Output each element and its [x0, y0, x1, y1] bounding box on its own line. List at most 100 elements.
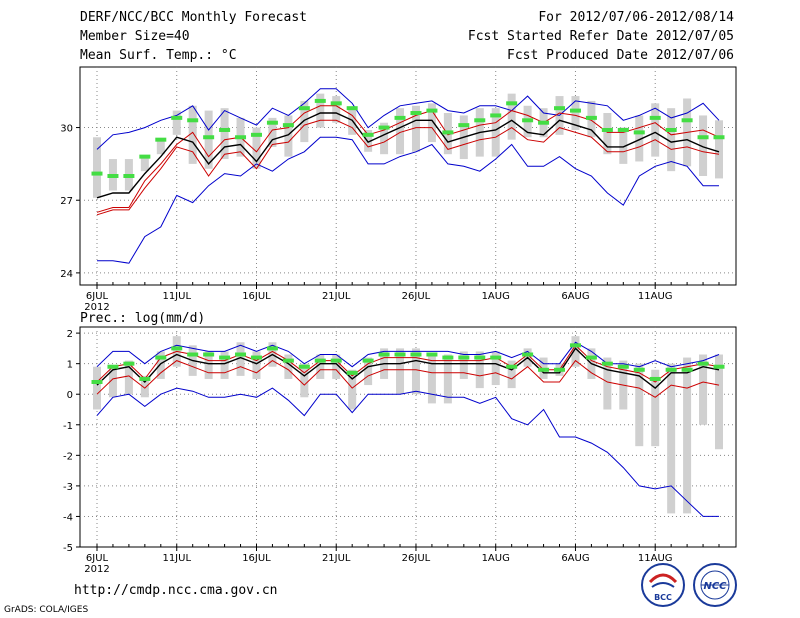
prec-median-marker: [458, 355, 470, 360]
temp-median-marker: [139, 154, 151, 159]
temp-frame: [79, 66, 737, 286]
temp-min-line: [97, 136, 719, 264]
temp-spread-box: [427, 103, 436, 143]
temp-spread-box: [332, 96, 341, 123]
temp-spread-box: [491, 108, 500, 157]
forecast-period-label: For 2012/07/06-2012/08/14: [538, 10, 734, 25]
prec-spread-box: [396, 348, 405, 395]
temp-median-marker: [649, 115, 661, 120]
prec-xtick-label: 11AUG: [638, 553, 673, 564]
prec-median-marker: [187, 352, 199, 357]
prec-mean-line: [96, 347, 720, 390]
temp-median-marker: [203, 135, 215, 140]
prec-p25-line: [96, 359, 720, 398]
prec-ytick-label: -5: [63, 543, 73, 554]
temp-spread-box: [220, 108, 229, 160]
temp-median-marker: [219, 127, 231, 132]
temp-spread-box: [380, 122, 389, 155]
temp-median-marker: [713, 135, 725, 140]
temp-spread-box: [93, 137, 101, 198]
prec-spread-box: [156, 351, 165, 379]
ncc-logo: NCC: [693, 563, 737, 607]
prec-ytick-label: 0: [67, 390, 73, 401]
prec-spread-box: [108, 366, 117, 398]
temp-median-marker: [91, 171, 103, 176]
temp-xtick-label: 1AUG: [482, 291, 510, 302]
prec-spread-box: [715, 354, 723, 450]
prec-spread-box: [284, 354, 293, 379]
temp-spread-box: [348, 108, 357, 135]
prec-median-marker: [426, 352, 438, 357]
temp-xtick-label: 16JUL: [242, 291, 271, 302]
temp-median-marker: [282, 123, 294, 128]
prec-xtick-label: 6JUL: [86, 553, 109, 564]
temp-median-marker: [107, 174, 119, 178]
temp-year-label: 2012: [84, 302, 109, 313]
prec-median-marker: [219, 355, 231, 360]
temp-ytick-label: 24: [60, 269, 73, 280]
prec-median-marker: [330, 358, 342, 363]
temp-xtick-label: 11JUL: [162, 291, 191, 302]
forecast-produced-label: Fcst Produced Date 2012/07/06: [507, 48, 734, 63]
prec-median-marker: [633, 367, 645, 372]
prec-median-marker: [235, 352, 247, 357]
prec-spread-box: [332, 354, 341, 379]
temp-median-marker: [490, 113, 502, 118]
temp-spread-box: [284, 115, 293, 157]
prec-median-marker: [585, 355, 597, 360]
temp-median-marker: [171, 115, 183, 120]
prec-ytick-label: -1: [63, 421, 73, 432]
temp-spread-box: [411, 105, 420, 152]
prec-ytick-label: 2: [67, 329, 73, 340]
bcc-logo-wave: [651, 582, 675, 588]
temp-max-line: [96, 88, 720, 150]
temp-median-marker: [458, 123, 470, 128]
prec-xtick-label: 21JUL: [322, 553, 351, 564]
temp-spread-box: [651, 103, 660, 157]
prec-spread-box: [204, 351, 213, 379]
temp-xtick-label: 26JUL: [402, 291, 431, 302]
temp-median-marker: [314, 98, 326, 103]
prec-spread-box: [236, 342, 245, 376]
prec-median-marker: [490, 355, 502, 360]
prec-spread-box: [348, 369, 357, 410]
prec-spread-box: [603, 357, 612, 410]
prec-xtick-label: 6AUG: [561, 553, 589, 564]
temp-median-marker: [362, 132, 374, 137]
prec-median-marker: [346, 370, 358, 375]
temp-median-marker: [617, 127, 629, 132]
prec-spread-box: [220, 351, 229, 379]
prec-median-marker: [442, 355, 454, 360]
temp-median-marker: [538, 120, 550, 125]
chart-title: DERF/NCC/BCC Monthly Forecast: [80, 10, 307, 25]
temp-median-marker: [601, 127, 613, 132]
website-url[interactable]: http://cmdp.ncc.cma.gov.cn: [74, 583, 278, 598]
prec-xtick-label: 1AUG: [482, 553, 510, 564]
prec-spread-box: [459, 351, 468, 379]
temperature-variable-label: Mean Surf. Temp.: °C: [80, 48, 237, 63]
precipitation-variable-label: Prec.: log(mm/d): [80, 311, 206, 326]
prec-median-marker: [171, 346, 183, 351]
prec-median-marker: [506, 364, 518, 369]
temp-spread-box: [316, 93, 325, 128]
temp-spread-box: [667, 108, 676, 172]
prec-spread-box: [507, 360, 516, 389]
prec-xtick-label: 16JUL: [242, 553, 271, 564]
temp-spread-box: [300, 100, 309, 143]
temp-spread-box: [156, 139, 165, 155]
temp-median-marker: [665, 127, 677, 132]
prec-max-line: [96, 341, 720, 368]
temp-xtick-label: 6AUG: [561, 291, 589, 302]
forecast-started-label: Fcst Started Refer Date 2012/07/05: [467, 29, 734, 44]
temp-spread-box: [204, 110, 213, 169]
prec-median-marker: [522, 352, 534, 357]
bcc-logo-swoosh: [648, 573, 678, 584]
temp-median-marker: [378, 125, 390, 130]
prec-spread-box: [651, 369, 660, 447]
prec-spread-box: [475, 351, 484, 389]
prec-spread-box: [635, 363, 644, 447]
temp-median-marker: [235, 135, 247, 140]
prec-p75-line: [96, 344, 720, 383]
temp-median-marker: [585, 115, 597, 120]
